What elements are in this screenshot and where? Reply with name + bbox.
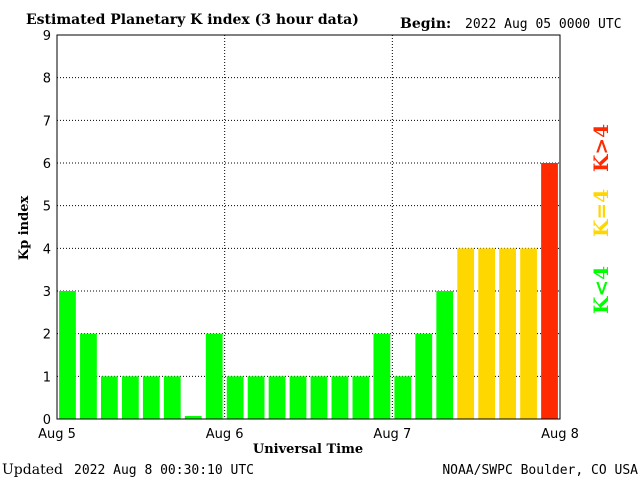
y-tick-label: 9: [43, 29, 51, 44]
kp-bar: [478, 248, 496, 419]
x-tick-label: Aug 8: [541, 427, 579, 442]
legend-label: K>4: [589, 124, 613, 172]
kp-bar: [520, 248, 537, 419]
kp-bar: [247, 376, 265, 419]
updated-label: Updated: [2, 462, 63, 478]
updated-value: 2022 Aug 8 00:30:10 UTC: [74, 463, 254, 478]
y-tick-label: 5: [43, 200, 51, 215]
kp-bar: [226, 376, 244, 419]
chart-title: Estimated Planetary K index (3 hour data…: [26, 12, 359, 28]
y-tick-label: 6: [43, 157, 51, 172]
kp-bar: [163, 376, 181, 419]
kp-bar: [310, 376, 328, 419]
begin-value: 2022 Aug 05 0000 UTC: [465, 17, 622, 32]
kp-bar: [101, 376, 118, 419]
y-tick-label: 3: [43, 285, 51, 300]
x-tick-label: Aug 5: [38, 427, 76, 442]
y-tick-label: 4: [43, 242, 51, 257]
x-axis-label: Universal Time: [253, 442, 363, 457]
legend-label: K=4: [589, 189, 613, 237]
bars: [59, 163, 558, 419]
kp-bar: [59, 291, 76, 419]
begin-label: Begin:: [400, 16, 451, 32]
legend-item: K<4: [589, 266, 613, 314]
y-tick-label: 7: [43, 114, 51, 129]
kp-bar: [499, 248, 516, 419]
kp-bar: [142, 376, 160, 419]
x-tick-labels: Aug 5 Aug 6 Aug 7 Aug 8: [38, 427, 579, 442]
kp-bar: [121, 376, 139, 419]
x-tick-label: Aug 7: [373, 427, 411, 442]
kp-bar: [352, 376, 370, 419]
kp-bar: [415, 333, 433, 419]
y-axis-label: Kp index: [17, 196, 32, 261]
grid-lines: [57, 34, 560, 419]
y-tick-labels: 0 1 2 3 4 5 6 7 8 9: [43, 29, 51, 428]
y-tick-label: 1: [43, 370, 51, 385]
x-tick-label: Aug 6: [206, 427, 244, 442]
legend-item: K=4: [589, 189, 613, 237]
kp-bar: [436, 291, 454, 419]
source-credit: NOAA/SWPC Boulder, CO USA: [442, 463, 638, 478]
kp-bar: [541, 163, 558, 419]
y-tick-label: 8: [43, 72, 51, 87]
legend: K<4 K=4 K>4: [589, 124, 613, 314]
kp-bar: [373, 333, 391, 419]
kp-bar: [289, 376, 307, 419]
plot-frame: [56, 34, 561, 420]
kp-bar: [268, 376, 286, 419]
kp-bar: [184, 416, 202, 419]
y-tick-label: 2: [43, 328, 51, 343]
legend-label: K<4: [589, 266, 613, 314]
y-tick-label: 0: [43, 413, 51, 428]
kp-bar: [80, 333, 97, 419]
kp-bar: [205, 333, 223, 419]
legend-item: K>4: [589, 124, 613, 172]
kp-bar: [457, 248, 475, 419]
kp-bar: [331, 376, 349, 419]
kp-bar: [394, 376, 412, 419]
